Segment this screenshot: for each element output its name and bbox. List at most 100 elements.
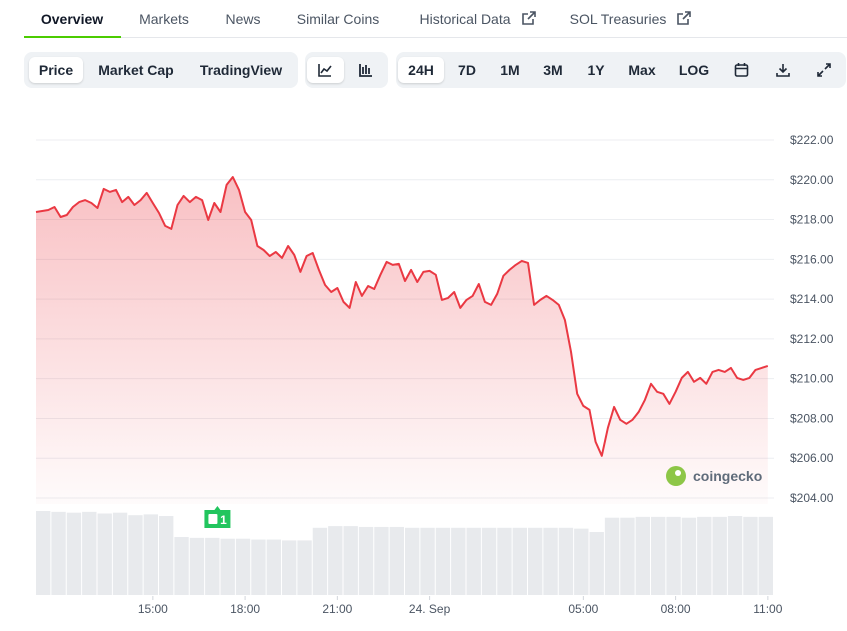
volume-bar [651,516,666,595]
candle-chart-icon[interactable] [358,62,374,78]
tab-underline-bar [24,37,847,38]
range-button[interactable]: Max [628,62,656,78]
volume-bar [374,526,389,595]
active-view [29,57,83,83]
x-tick-label: 15:00 [138,602,168,616]
active-tab-indicator [24,36,121,38]
range-group [396,52,846,88]
volume-bar [758,516,773,595]
y-tick-label: $218.00 [790,213,834,227]
tab[interactable]: Overview [40,11,104,27]
volume-bar [343,526,358,595]
volume-bar [297,540,312,595]
volume-bar [328,526,343,595]
y-tick-label: $206.00 [790,451,834,465]
range-button[interactable]: 3M [543,62,563,78]
volume-bar [543,527,558,595]
range-button[interactable]: LOG [678,62,710,78]
volume-bar [420,527,435,595]
x-tick-label: 11:00 [753,602,782,616]
volume-bar [697,516,712,595]
volume-bar [389,526,404,595]
x-tick-label: 18:00 [230,602,260,616]
active-range [398,57,444,83]
range-button[interactable]: 1Y [587,62,605,78]
volume-bar [112,512,128,595]
news-marker: 1 [204,506,231,528]
price-line [35,176,769,457]
external-icon [522,11,536,25]
volume-bar [528,527,543,595]
volume-bar [451,527,466,595]
volume-bar [666,516,681,595]
volume-bar [405,527,420,595]
x-tick-label: 08:00 [661,602,691,616]
y-tick-label: $222.00 [790,133,834,147]
volume-bar [235,538,251,595]
volume-bar [128,515,143,595]
view-button[interactable]: Price [38,62,74,78]
range-button[interactable]: 7D [458,62,476,78]
y-tick-label: $208.00 [790,411,834,425]
price-area [36,177,768,504]
volume-bar [681,517,697,595]
tab[interactable]: News [225,11,261,27]
volume-bar [282,540,297,595]
volume-bar [604,517,620,595]
volume-bar [220,538,235,595]
gecko-eye [675,470,681,476]
volume-bar [97,513,112,595]
volume-bar [159,516,174,595]
download-icon[interactable] [775,62,791,78]
tab[interactable]: Markets [139,11,189,27]
y-tick-label: $212.00 [790,332,834,346]
external-icon [677,11,691,25]
watermark: coingecko [693,468,762,484]
volume-bar [712,516,727,595]
volume-bar [512,527,527,595]
volume-bar [251,539,266,595]
news-count: 1 [220,513,227,527]
tab[interactable]: Similar Coins [296,11,380,27]
view-button[interactable]: Market Cap [98,62,174,78]
volume-bar [466,527,481,595]
volume-bar [266,539,281,595]
volume-bar [205,537,220,595]
volume-bar [727,516,743,595]
y-tick-label: $214.00 [790,292,834,306]
volume-bar [82,511,97,595]
x-tick-label: 24. Sep [409,602,451,616]
volume-bar [312,527,328,595]
line-chart-icon[interactable] [317,62,333,78]
volume-bar [435,527,451,595]
x-tick-label: 05:00 [568,602,598,616]
volume-bar [51,511,66,595]
tab[interactable]: Historical Data [419,11,511,27]
fullscreen-icon[interactable] [816,62,832,78]
calendar-icon[interactable] [734,62,749,78]
volume-bar [558,527,574,595]
range-button[interactable]: 1M [500,62,520,78]
volume-bar [620,517,635,595]
gecko-logo [666,466,686,486]
y-tick-label: $204.00 [790,491,834,505]
volume-bar [481,527,497,595]
volume-bar [36,511,51,595]
volume-bar [574,528,589,595]
volume-bar [66,512,82,595]
y-tick-label: $216.00 [790,252,834,266]
y-tick-label: $210.00 [790,372,834,386]
volume-bar [589,532,604,595]
volume-bar [497,527,512,595]
range-button[interactable]: 24H [408,62,434,78]
volume-bar [743,516,758,595]
tab[interactable]: SOL Treasuries [569,11,667,27]
volume-bar [143,514,158,595]
volume-bar [174,537,189,595]
view-button[interactable]: TradingView [199,62,283,78]
x-tick-label: 21:00 [322,602,352,616]
volume-bar [189,537,205,595]
news-icon [208,514,218,524]
